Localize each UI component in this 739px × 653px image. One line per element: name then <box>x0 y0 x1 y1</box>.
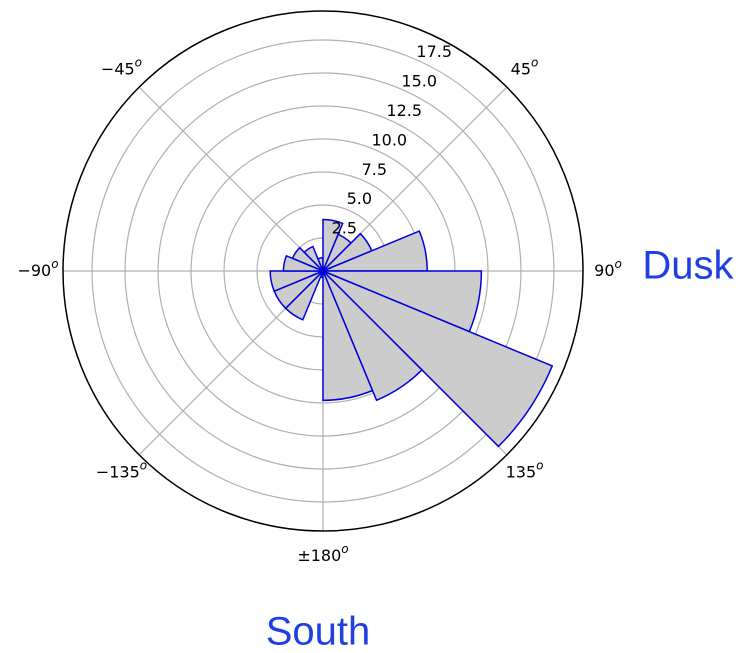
degree-mark: o <box>615 257 622 271</box>
r-tick-label: 10.0 <box>371 130 407 149</box>
polar-frame <box>62 10 584 532</box>
wedge <box>322 270 554 448</box>
theta-tick-label: −45o <box>101 55 142 78</box>
dusk-label: Dusk <box>642 244 734 288</box>
south-label: South <box>266 610 371 653</box>
theta-tick-value: ±180 <box>297 546 341 565</box>
theta-tick-label: −90o <box>17 257 58 280</box>
r-tick-label: 5.0 <box>347 189 372 208</box>
theta-tick-value: −135 <box>96 462 140 481</box>
wedge <box>322 270 423 402</box>
theta-tick-value: −90 <box>17 261 51 280</box>
degree-mark: o <box>140 458 147 472</box>
theta-tick-label: −135o <box>96 458 147 481</box>
theta-tick-value: 45 <box>511 59 531 78</box>
degree-mark: o <box>536 458 543 472</box>
r-tick-label: 17.5 <box>416 42 452 61</box>
degree-mark: o <box>135 55 142 69</box>
theta-grid-line <box>138 86 324 272</box>
theta-tick-value: 135 <box>506 462 537 481</box>
wedge <box>303 245 324 272</box>
degree-mark: o <box>531 55 538 69</box>
r-tick-label: 2.5 <box>332 219 357 238</box>
wedge <box>291 246 324 272</box>
theta-tick-label: 90o <box>594 257 622 280</box>
theta-tick-label: ±180o <box>297 542 348 565</box>
theta-tick-value: 90 <box>594 261 614 280</box>
wedge <box>322 270 374 402</box>
theta-tick-value: −45 <box>101 59 135 78</box>
theta-tick-label: 135o <box>506 458 544 481</box>
r-tick-label: 12.5 <box>386 101 422 120</box>
r-tick-label: 7.5 <box>362 160 387 179</box>
theta-tick-label: 45o <box>511 55 539 78</box>
r-tick-label: 15.0 <box>401 72 437 91</box>
degree-mark: o <box>51 257 58 271</box>
wedge <box>269 270 324 293</box>
degree-mark: o <box>341 542 348 556</box>
